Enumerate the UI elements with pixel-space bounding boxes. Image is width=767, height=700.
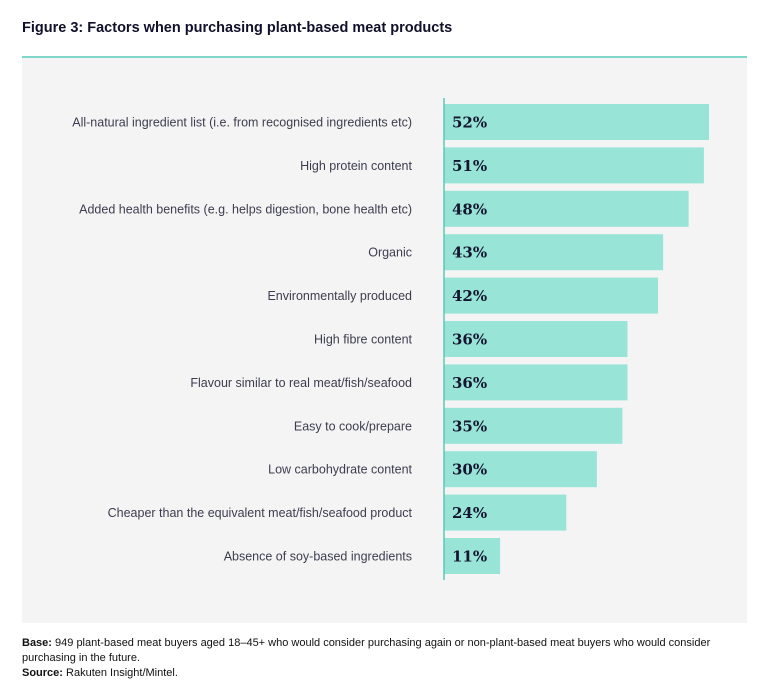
chart-panel: All-natural ingredient list (i.e. from r… bbox=[22, 58, 747, 623]
bar-7 bbox=[444, 407, 623, 444]
category-label-7: Easy to cook/prepare bbox=[294, 419, 412, 433]
bar-3 bbox=[444, 234, 664, 271]
category-label-9: Cheaper than the equivalent meat/fish/se… bbox=[108, 506, 413, 520]
bar-1 bbox=[444, 147, 704, 184]
value-label-4: 42% bbox=[452, 287, 487, 305]
bar-0 bbox=[444, 104, 709, 140]
bar-5 bbox=[444, 321, 628, 357]
category-label-10: Absence of soy-based ingredients bbox=[224, 550, 412, 564]
bar-9 bbox=[444, 494, 567, 531]
bar-6 bbox=[444, 364, 628, 401]
value-label-3: 43% bbox=[452, 244, 487, 262]
base-note: Base: 949 plant-based meat buyers aged 1… bbox=[22, 636, 747, 666]
title-divider bbox=[22, 56, 747, 58]
category-label-5: High fibre content bbox=[314, 333, 413, 347]
category-label-4: Environmentally produced bbox=[267, 289, 412, 303]
figure-title: Figure 3: Factors when purchasing plant-… bbox=[22, 20, 453, 36]
chart-notes: Base: 949 plant-based meat buyers aged 1… bbox=[22, 636, 747, 681]
value-label-6: 36% bbox=[452, 374, 487, 392]
category-label-6: Flavour similar to real meat/fish/seafoo… bbox=[190, 376, 412, 390]
value-label-9: 24% bbox=[452, 504, 487, 522]
source-label: Source: bbox=[22, 667, 63, 679]
bar-2 bbox=[444, 190, 689, 227]
bar-10 bbox=[444, 538, 501, 574]
value-label-5: 36% bbox=[452, 331, 487, 349]
value-label-10: 11% bbox=[452, 548, 487, 566]
value-label-8: 30% bbox=[452, 461, 487, 479]
category-label-1: High protein content bbox=[300, 159, 412, 173]
category-label-3: Organic bbox=[368, 246, 412, 260]
category-label-2: Added health benefits (e.g. helps digest… bbox=[79, 202, 412, 216]
bar-chart: All-natural ingredient list (i.e. from r… bbox=[72, 98, 709, 580]
bar-4 bbox=[444, 277, 659, 314]
value-label-7: 35% bbox=[452, 417, 487, 435]
source-note: Source: Rakuten Insight/Mintel. bbox=[22, 666, 747, 681]
base-text: 949 plant-based meat buyers aged 18–45+ … bbox=[22, 637, 711, 664]
category-label-0: All-natural ingredient list (i.e. from r… bbox=[72, 116, 412, 130]
source-text: Rakuten Insight/Mintel. bbox=[66, 667, 178, 679]
category-label-8: Low carbohydrate content bbox=[268, 463, 412, 477]
base-label: Base: bbox=[22, 637, 52, 649]
value-label-1: 51% bbox=[452, 157, 487, 175]
value-label-0: 52% bbox=[452, 114, 487, 132]
bar-8 bbox=[444, 451, 597, 488]
value-label-2: 48% bbox=[452, 200, 487, 218]
